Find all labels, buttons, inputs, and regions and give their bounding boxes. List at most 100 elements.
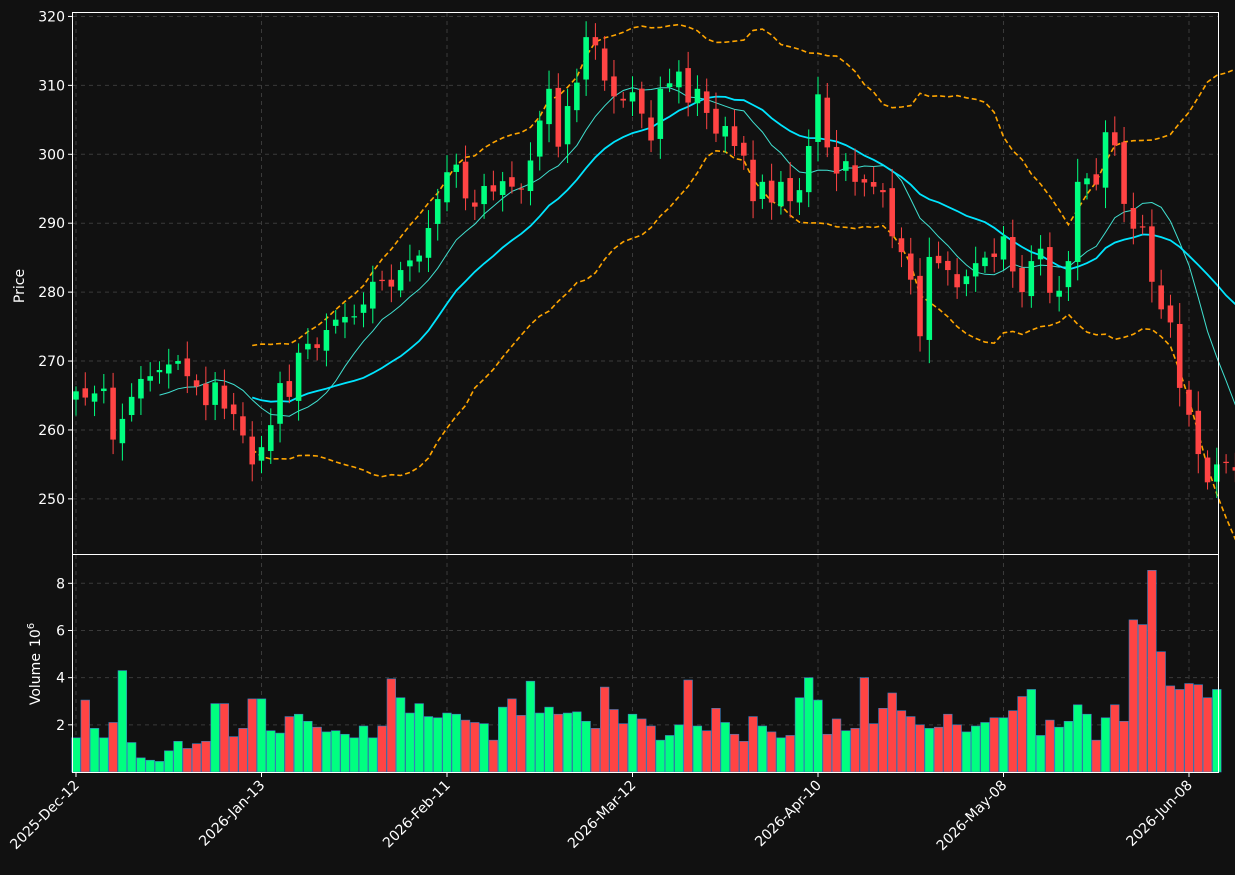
candle-body <box>1047 247 1053 293</box>
candle-body <box>388 279 395 287</box>
volume-bar <box>479 723 489 773</box>
price-axis-label: Price <box>12 269 28 303</box>
candle-body <box>240 416 246 436</box>
candle-body <box>444 172 450 203</box>
volume-bar <box>804 677 814 773</box>
candle-body <box>138 378 144 399</box>
candle-body <box>425 228 432 258</box>
candle-body <box>1167 305 1174 323</box>
volume-bar <box>1054 726 1064 773</box>
candle-body <box>648 117 654 141</box>
volume-bar <box>1212 689 1222 773</box>
volume-bar <box>414 703 424 773</box>
volume-bar <box>1091 739 1101 773</box>
candle-body <box>305 343 311 350</box>
candle-body <box>1093 174 1100 185</box>
candle-body <box>676 71 682 88</box>
candle-body <box>954 274 960 288</box>
volume-bar <box>303 720 313 773</box>
bollinger-lower-line <box>251 149 1235 541</box>
price-tick-label: 260 <box>38 423 65 439</box>
candle-body <box>481 185 487 205</box>
volume-bar <box>1035 735 1046 773</box>
volume-bar <box>377 725 387 773</box>
candle-body <box>657 88 664 139</box>
volume-tick-label: 2 <box>56 718 65 734</box>
volume-bar <box>108 722 118 773</box>
candle-body <box>286 381 293 397</box>
candle-body <box>1186 389 1192 415</box>
candle-body <box>907 253 914 280</box>
price-candles <box>73 21 1235 499</box>
volume-bar <box>1110 704 1120 773</box>
candle-body <box>370 281 376 309</box>
volume-bar <box>173 741 183 773</box>
candle-body <box>1065 261 1072 288</box>
volume-bar <box>1193 684 1203 773</box>
volume-bar <box>1147 570 1157 773</box>
candle-body <box>82 388 89 398</box>
volume-bar <box>1165 685 1176 773</box>
volume-bar <box>442 712 452 773</box>
candle-body <box>703 91 710 113</box>
candle-body <box>796 190 803 203</box>
volume-bar <box>646 725 656 773</box>
volume-bar <box>1137 624 1148 773</box>
volume-bar <box>293 713 304 773</box>
candle-body <box>629 92 636 102</box>
volume-bar <box>1008 710 1018 773</box>
volume-panel-frame <box>72 554 1219 773</box>
volume-bar <box>627 713 638 773</box>
volume-bar <box>1017 696 1027 773</box>
candle-body <box>193 380 200 387</box>
volume-bar <box>664 735 675 773</box>
volume-bar <box>284 716 294 773</box>
volume-bar <box>581 720 591 773</box>
price-tick-label: 270 <box>38 354 65 370</box>
candle-body <box>787 178 793 202</box>
candle-body <box>332 319 339 326</box>
volume-bar <box>961 731 972 773</box>
volume-bar <box>358 725 369 773</box>
candle-body <box>379 279 385 282</box>
candle-body <box>555 87 562 147</box>
volume-bar <box>553 713 563 773</box>
candle-body <box>249 436 256 465</box>
candle-body <box>490 185 497 192</box>
candle-body <box>1056 290 1062 297</box>
price-tick-label: 310 <box>38 78 65 94</box>
candle-body <box>1149 226 1155 282</box>
candle-body <box>750 159 756 202</box>
volume-bar <box>89 728 100 773</box>
volume-bar <box>544 706 554 773</box>
volume-bar <box>572 711 582 773</box>
candle-body <box>972 263 979 277</box>
volume-bar <box>340 733 350 773</box>
volume-bar <box>618 723 628 773</box>
volume-bar <box>971 725 981 773</box>
candle-body <box>267 425 274 451</box>
volume-bar <box>943 713 953 773</box>
candle-body <box>230 404 237 415</box>
candle-body <box>601 48 608 81</box>
volume-bar <box>915 724 925 773</box>
candle-body <box>768 180 775 203</box>
volume-bar <box>896 710 907 773</box>
volume-bar <box>451 713 461 773</box>
volume-bar <box>238 728 248 773</box>
volume-bar <box>794 697 805 773</box>
volume-bar <box>349 737 359 773</box>
volume-bar <box>702 730 712 773</box>
volume-bar <box>201 741 211 773</box>
volume-bar <box>998 717 1009 773</box>
volume-bar <box>247 698 257 773</box>
volume-bar <box>80 699 90 773</box>
volume-bar <box>321 731 332 773</box>
candle-body <box>314 344 320 348</box>
candle-body <box>203 383 209 406</box>
candle-body <box>852 165 858 182</box>
volume-bar <box>952 724 962 773</box>
candle-body <box>880 190 886 193</box>
candle-body <box>1000 236 1007 260</box>
volume-bar <box>590 728 601 773</box>
